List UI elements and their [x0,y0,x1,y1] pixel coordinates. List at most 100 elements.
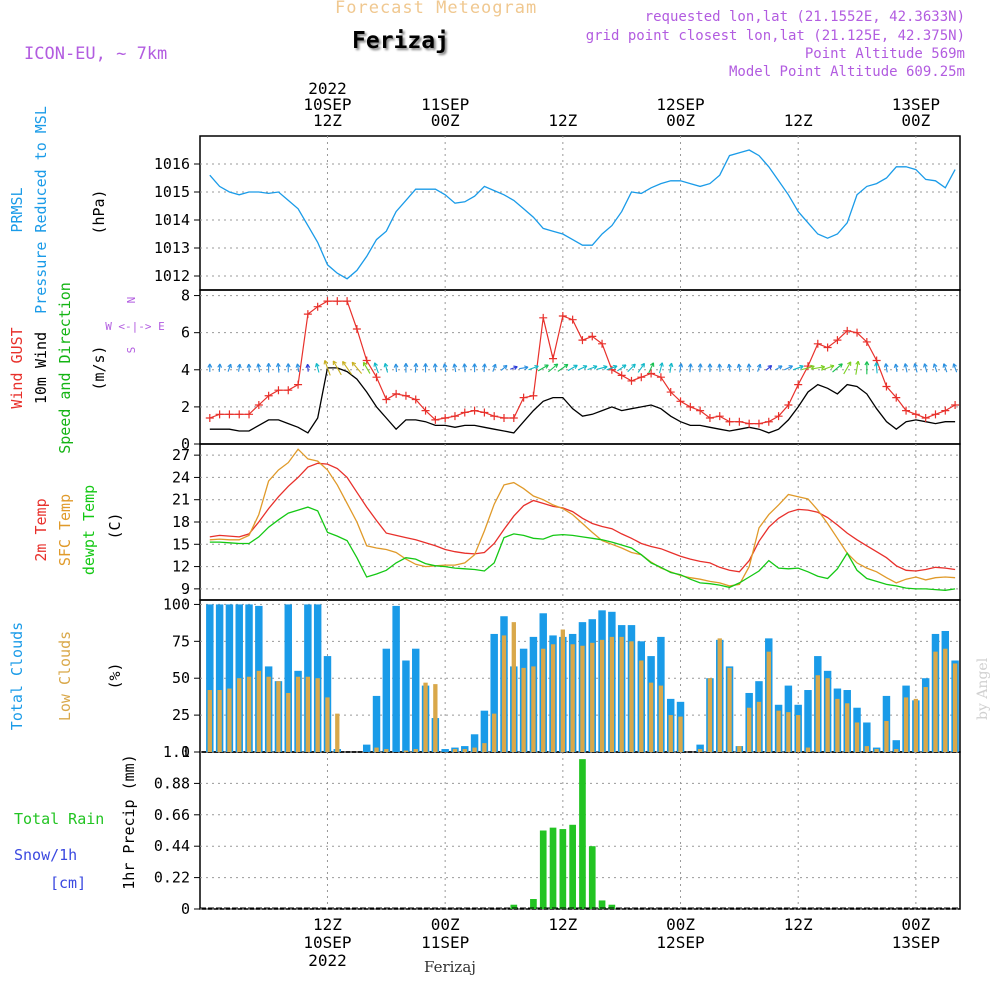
bottom-time-label: 00Z [431,915,460,934]
wind-direction-arrowhead [217,363,223,368]
wind-direction-arrowhead [492,363,497,369]
wind-direction-arrowhead [855,360,861,366]
total-cloud-bar [863,722,871,752]
wind-direction-arrow [306,364,309,372]
low-cloud-bar [492,713,497,752]
wind-direction-arrowhead [332,360,337,366]
rain-bar [598,900,606,909]
wind-direction-arrowhead [295,363,301,368]
wind-gust-marker [764,417,773,426]
bottom-time-label: 11SEP [421,933,469,952]
low-cloud-bar [717,638,722,752]
low-cloud-bar [403,750,409,752]
low-cloud-bar [697,749,703,752]
wind-gust-marker [215,410,224,419]
wind-gust-label: Wind GUST [8,327,26,408]
wind-direction-arrow [528,365,539,371]
pressure-panel [194,135,961,291]
total-cloud-bar [225,604,234,752]
wind-gust-marker [921,414,930,423]
wind-gust-marker [470,406,479,415]
wind-direction-arrow [855,361,859,375]
wind-direction-arrow [248,364,250,372]
low-cloud-bar [864,746,869,752]
low-cloud-bar [923,687,928,752]
wind-gust-marker [813,339,822,348]
wind-gust-marker [500,414,508,423]
wind-direction-arrowhead [413,363,419,368]
rain-bar [539,830,547,909]
wind-gust-marker [313,302,322,311]
wind-gust-marker [519,393,528,402]
low-cloud-bar [845,703,850,752]
wind-direction-arrow [679,363,682,373]
wind-direction-arrowhead [678,363,684,368]
total-rain-label: Total Rain [14,810,104,828]
wind-direction-arrowhead [285,363,291,368]
pressure-label-msl: Pressure Reduced to MSL [32,106,50,314]
wind-direction-arrowhead [393,363,399,368]
wind-gust-marker [441,414,450,423]
dewpoint-line [209,506,956,591]
low-cloud-bar [619,636,624,752]
wind-direction-arrowhead [452,363,458,368]
wind-direction-arrowhead [893,363,899,368]
wind-direction-arrowhead [534,364,539,370]
low-cloud-bar [903,697,909,752]
wind-direction-arrow [606,365,618,371]
low-cloud-bar [482,743,487,752]
precipitation-ytick-label: 0 [181,900,190,918]
wind-direction-arrow [510,366,518,370]
requested-coordinates: requested lon,lat (21.1552E, 42.3633N) [644,9,965,25]
low-cloud-bar [658,685,664,752]
rain-bar [559,829,567,909]
wind-direction-arrowhead [582,365,588,370]
chart-header: Forecast Meteogram Ferizaj ICON-EU, ~ 7k… [0,0,1000,90]
wind-gust-marker [784,401,793,410]
wind-ytick-label: 8 [181,287,190,305]
wind-gust-marker [460,408,469,417]
top-time-label: 10SEP [303,95,351,114]
wind-direction-arrow [547,363,559,373]
wind-gust-marker [372,373,381,382]
wind-direction-arrowhead [314,362,320,368]
temperature-ytick-label: 15 [172,535,190,553]
top-time-label: 12Z [784,111,813,130]
total-cloud-bar [372,695,381,752]
total-cloud-bar [392,605,400,752]
wind-direction-arrow [728,364,731,372]
low-cloud-bar [825,678,830,752]
wind-direction-arrowhead [613,364,618,370]
low-cloud-bar [286,692,291,752]
wind-direction-arrow [596,366,608,370]
top-time-label: 00Z [431,111,460,130]
wind-direction-arrow [637,363,645,373]
wind-direction-arrow [557,363,569,372]
wind-direction-arrowhead [778,365,783,370]
wind-gust-marker [607,365,616,374]
wind-direction-arrow [342,361,353,375]
bottom-time-label: 10SEP [303,933,351,952]
wind-gust-marker [715,412,724,421]
wind-direction-arrow [395,363,398,372]
wind-direction-arrow [943,363,948,373]
precipitation-ytick-label: 0.44 [154,837,190,855]
wind-direction-arrow [718,363,721,372]
low-cloud-bar [629,641,634,752]
wind-gust-marker [235,410,244,419]
wind-direction-arrowhead [373,362,379,367]
wind-gust-marker [735,417,744,426]
temperature-ytick-label: 18 [172,513,190,531]
wind-gust-marker [637,373,646,382]
low-cloud-bar [472,747,477,752]
wind-direction-arrowhead [838,363,843,368]
wind-gust-marker [431,415,440,424]
wind-direction-arrowhead [524,365,529,371]
wind-frame [199,289,961,445]
total-cloud-bar [480,710,489,752]
wind-direction-arrow [792,365,804,371]
wind-direction-arrowhead [923,363,928,368]
wind-direction-arrowhead [640,362,645,368]
total-cloud-bar [412,648,420,752]
